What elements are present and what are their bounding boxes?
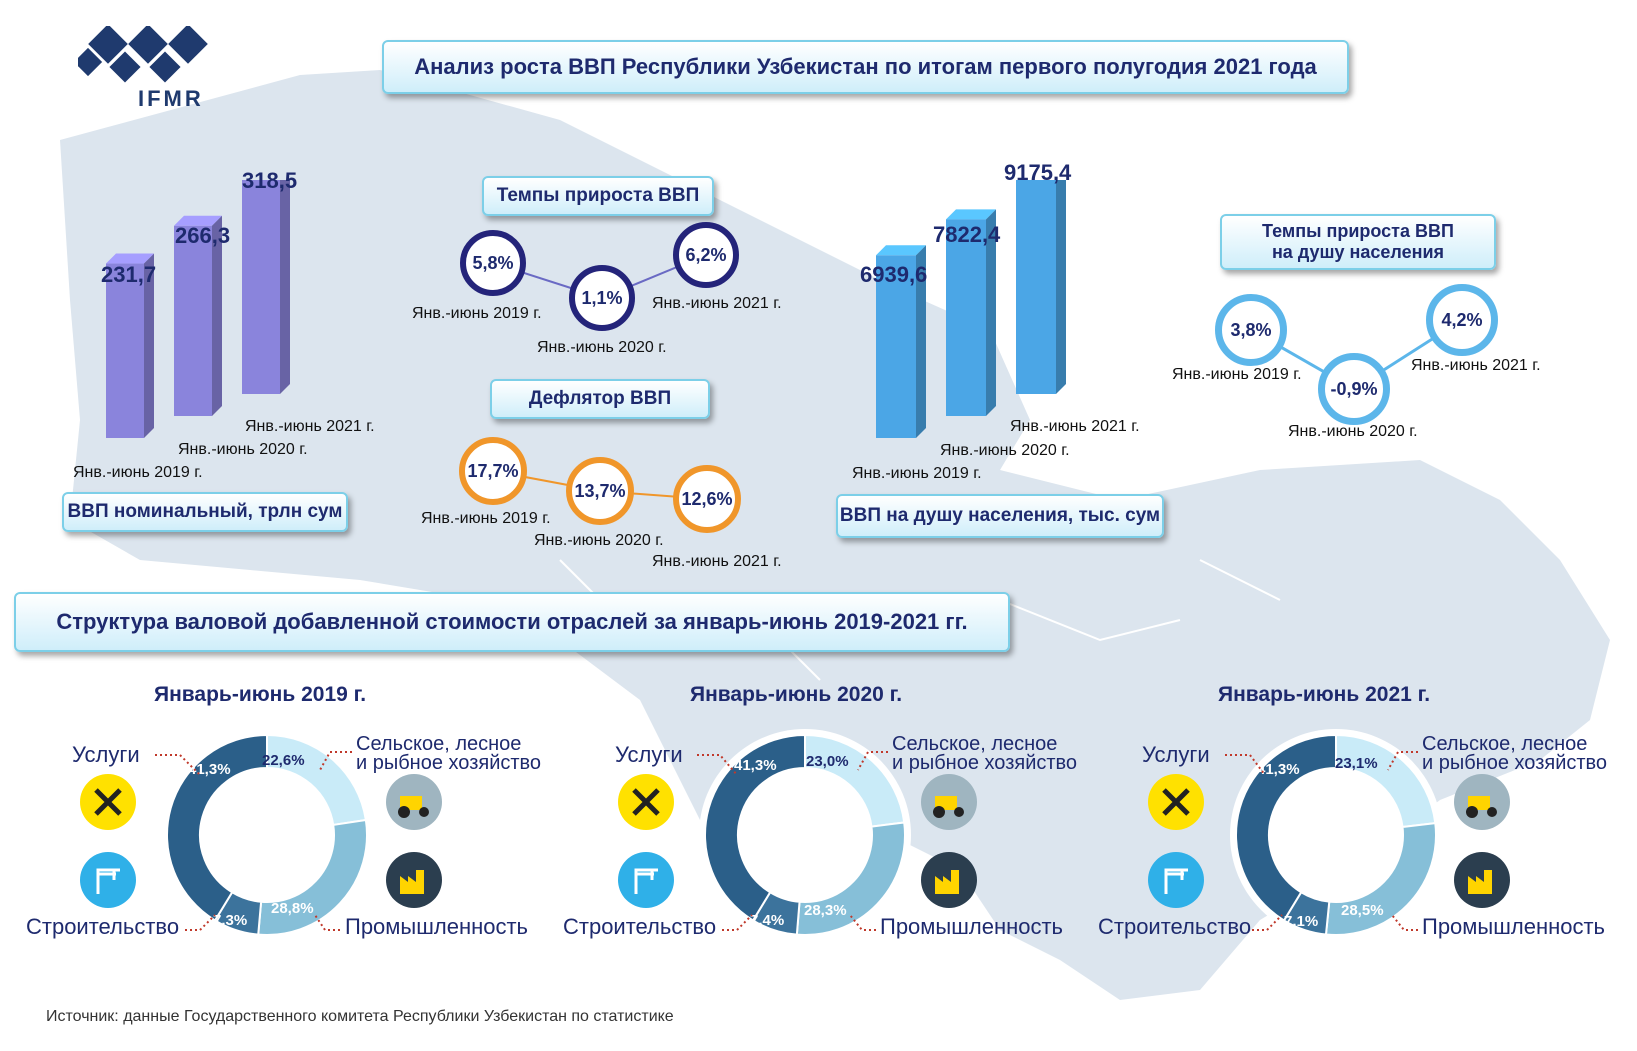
donut-2020-services-value: 41,3%	[734, 757, 777, 774]
sector-agri-line1: Сельское, лесное	[892, 733, 1058, 755]
sector-industry-2020: Промышленность	[880, 914, 1064, 939]
logo-text: IFMR	[138, 86, 204, 111]
sector-services-2021: Услуги	[1142, 742, 1210, 767]
gdp-nominal-label: ВВП номинальный, трлн сум	[62, 492, 348, 532]
tools-icon	[80, 774, 136, 830]
growth-per-capita-label: Темпы прироста ВВП на душу населения	[1220, 214, 1496, 270]
bar-2	[242, 180, 290, 394]
main-title: Анализ роста ВВП Республики Узбекистан п…	[382, 40, 1349, 94]
growth-per-capita-point-2021: 4,2%	[1426, 284, 1498, 356]
gdp-per-capita-period-2020: Янв.-июнь 2020 г.	[940, 442, 1070, 459]
tools-icon	[618, 774, 674, 830]
sector-agri-line2: и рыбное хозяйство	[356, 752, 542, 774]
gdp-per-capita-chart	[876, 180, 1066, 438]
donut-2019-construction-value: 7,3%	[213, 912, 248, 929]
factory-icon	[1454, 852, 1510, 908]
gdp-per-capita-value-2021: 9175,4	[1004, 160, 1072, 185]
donut-2021-industry-value: 28,5%	[1341, 902, 1384, 919]
gdp-nominal-value-2020: 266,3	[175, 223, 231, 248]
sector-services-2020: Услуги	[615, 742, 683, 767]
tractor-icon	[386, 774, 442, 830]
donut-1-slice-services	[704, 733, 806, 922]
donut-2019-agri-value: 22,6%	[262, 752, 305, 769]
deflator-period-2019: Янв.-июнь 2019 г.	[421, 510, 551, 527]
donut-2-slice-services	[1235, 733, 1337, 922]
gdp-growth-point-2020: 1,1%	[569, 265, 635, 331]
factory-icon	[921, 852, 977, 908]
growth-per-capita-period-2019: Янв.-июнь 2019 г.	[1172, 366, 1302, 383]
tractor-icon	[921, 774, 977, 830]
growth-per-capita-label-line1: Темпы прироста ВВП	[1262, 221, 1454, 241]
sector-industry-2019: Промышленность	[345, 914, 529, 939]
donut-2020-agri-value: 23,0%	[806, 753, 849, 770]
deflator-period-2021: Янв.-июнь 2021 г.	[652, 553, 782, 570]
growth-per-capita-point-2020: -0,9%	[1318, 353, 1390, 425]
gdp-per-capita-value-2019: 6939,6	[860, 262, 928, 287]
gdp-growth-label: Темпы прироста ВВП	[482, 176, 714, 216]
donut-2020-industry-value: 28,3%	[804, 902, 847, 919]
gdp-growth-point-2019: 5,8%	[460, 230, 526, 296]
sector-agri-2019: Сельское, лесное и рыбное хозяйство	[356, 733, 542, 774]
donut-2020-construction-value: 7,4%	[750, 912, 785, 929]
gdp-growth-period-2019: Янв.-июнь 2019 г.	[412, 305, 542, 322]
deflator-point-2021: 12,6%	[673, 465, 741, 533]
bar-2	[1016, 180, 1066, 394]
donut-title-2019: Январь-июнь 2019 г.	[154, 683, 367, 706]
gdp-per-capita-period-2021: Янв.-июнь 2021 г.	[1010, 418, 1140, 435]
ifmr-logo-icon	[78, 26, 208, 83]
gdp-per-capita-period-2019: Янв.-июнь 2019 г.	[852, 465, 982, 482]
source-note: Источник: данные Государственного комите…	[46, 1008, 674, 1025]
donut-2021-services-value: 41,3%	[1257, 761, 1300, 778]
sector-agri-line1: Сельское, лесное	[356, 733, 522, 755]
sector-construction-2021: Строительство	[1098, 914, 1252, 939]
bar-1	[946, 209, 996, 416]
deflator-point-2020: 13,7%	[566, 457, 634, 525]
bar-0	[106, 253, 154, 438]
gdp-nominal-chart	[106, 180, 290, 438]
deflator-point-2019: 17,7%	[459, 437, 527, 505]
sector-agri-2020: Сельское, лесное и рыбное хозяйство	[892, 733, 1078, 774]
donut-title-2020: Январь-июнь 2020 г.	[690, 683, 903, 706]
sector-services-2019: Услуги	[72, 742, 140, 767]
sector-agri-line2: и рыбное хозяйство	[1422, 752, 1608, 774]
gdp-nominal-period-2021: Янв.-июнь 2021 г.	[245, 418, 375, 435]
donut-2019-industry-value: 28,8%	[271, 900, 314, 917]
gdp-growth-period-2021: Янв.-июнь 2021 г.	[652, 295, 782, 312]
sector-construction-2019: Строительство	[26, 914, 180, 939]
deflator-period-2020: Янв.-июнь 2020 г.	[534, 532, 664, 549]
gdp-growth-point-2021: 6,2%	[673, 222, 739, 288]
tools-icon	[1148, 774, 1204, 830]
growth-per-capita-period-2020: Янв.-июнь 2020 г.	[1288, 423, 1418, 440]
bar-0	[876, 245, 926, 438]
crane-icon	[618, 852, 674, 908]
sector-agri-2021: Сельское, лесное и рыбное хозяйство	[1422, 733, 1608, 774]
tractor-icon	[1454, 774, 1510, 830]
bar-1	[174, 215, 222, 416]
gdp-growth-period-2020: Янв.-июнь 2020 г.	[537, 339, 667, 356]
donut-0-slice-services	[166, 733, 268, 922]
gdp-nominal-value-2021: 318,5	[242, 168, 298, 193]
sector-agri-line1: Сельское, лесное	[1422, 733, 1588, 755]
sector-construction-2020: Строительство	[563, 914, 717, 939]
gdp-nominal-period-2019: Янв.-июнь 2019 г.	[73, 464, 203, 481]
deflator-label: Дефлятор ВВП	[490, 379, 710, 419]
donut-2021-agri-value: 23,1%	[1335, 755, 1378, 772]
gdp-per-capita-value-2020: 7822,4	[933, 222, 1001, 247]
sector-agri-line2: и рыбное хозяйство	[892, 752, 1078, 774]
gdp-nominal-period-2020: Янв.-июнь 2020 г.	[178, 441, 308, 458]
donut-2021-construction-value: 7,1%	[1284, 913, 1319, 930]
donut-title-2021: Январь-июнь 2021 г.	[1218, 683, 1431, 706]
structure-title: Структура валовой добавленной стоимости …	[14, 592, 1010, 652]
gdp-per-capita-label: ВВП на душу населения, тыс. сум	[836, 494, 1164, 538]
gdp-nominal-value-2019: 231,7	[101, 262, 157, 287]
growth-per-capita-period-2021: Янв.-июнь 2021 г.	[1411, 357, 1541, 374]
crane-icon	[1148, 852, 1204, 908]
crane-icon	[80, 852, 136, 908]
sector-industry-2021: Промышленность	[1422, 914, 1606, 939]
growth-per-capita-point-2019: 3,8%	[1215, 294, 1287, 366]
factory-icon	[386, 852, 442, 908]
growth-per-capita-label-line2: на душу населения	[1271, 242, 1445, 262]
